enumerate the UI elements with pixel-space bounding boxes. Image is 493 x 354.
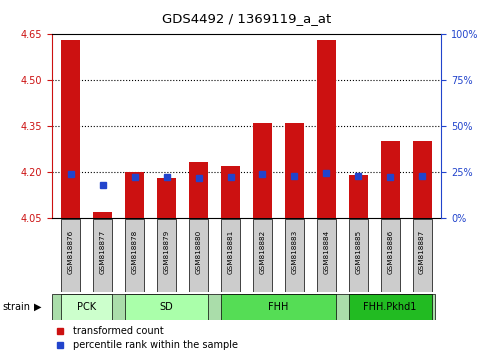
Text: GDS4492 / 1369119_a_at: GDS4492 / 1369119_a_at xyxy=(162,12,331,25)
Bar xyxy=(253,122,272,218)
Bar xyxy=(189,219,208,292)
Text: FHH.Pkhd1: FHH.Pkhd1 xyxy=(363,302,417,312)
Bar xyxy=(221,294,336,320)
Bar xyxy=(349,294,432,320)
Text: GSM818885: GSM818885 xyxy=(355,230,361,274)
Bar xyxy=(189,162,208,218)
Text: GSM818879: GSM818879 xyxy=(164,230,170,274)
Bar xyxy=(253,219,272,292)
Text: GSM818878: GSM818878 xyxy=(132,230,138,274)
Text: percentile rank within the sample: percentile rank within the sample xyxy=(73,340,238,350)
Bar xyxy=(93,212,112,218)
Bar xyxy=(61,219,80,292)
Bar xyxy=(157,178,176,218)
Text: strain: strain xyxy=(2,302,31,312)
Bar xyxy=(381,219,400,292)
Bar xyxy=(349,175,368,218)
Text: GSM818876: GSM818876 xyxy=(68,230,74,274)
Text: transformed count: transformed count xyxy=(73,326,164,336)
Bar xyxy=(413,141,432,218)
Bar xyxy=(221,166,240,218)
Bar xyxy=(221,219,240,292)
Bar xyxy=(157,219,176,292)
Text: GSM818882: GSM818882 xyxy=(259,230,265,274)
Bar xyxy=(349,219,368,292)
Text: GSM818880: GSM818880 xyxy=(196,230,202,274)
Text: GSM818884: GSM818884 xyxy=(323,230,329,274)
Bar xyxy=(61,294,112,320)
Text: GSM818877: GSM818877 xyxy=(100,230,106,274)
Text: GSM818887: GSM818887 xyxy=(419,230,425,274)
Text: GSM818883: GSM818883 xyxy=(291,230,297,274)
Bar xyxy=(413,219,432,292)
Bar xyxy=(125,219,144,292)
Bar xyxy=(317,40,336,218)
Text: ▶: ▶ xyxy=(34,302,41,312)
Text: PCK: PCK xyxy=(77,302,97,312)
Bar xyxy=(317,219,336,292)
Bar xyxy=(125,172,144,218)
Bar xyxy=(125,294,208,320)
Text: GSM818886: GSM818886 xyxy=(387,230,393,274)
Bar xyxy=(61,40,80,218)
Text: GSM818881: GSM818881 xyxy=(228,230,234,274)
Bar xyxy=(93,219,112,292)
Text: FHH: FHH xyxy=(268,302,288,312)
Bar xyxy=(285,122,304,218)
Text: SD: SD xyxy=(160,302,174,312)
Bar xyxy=(381,141,400,218)
Bar xyxy=(285,219,304,292)
